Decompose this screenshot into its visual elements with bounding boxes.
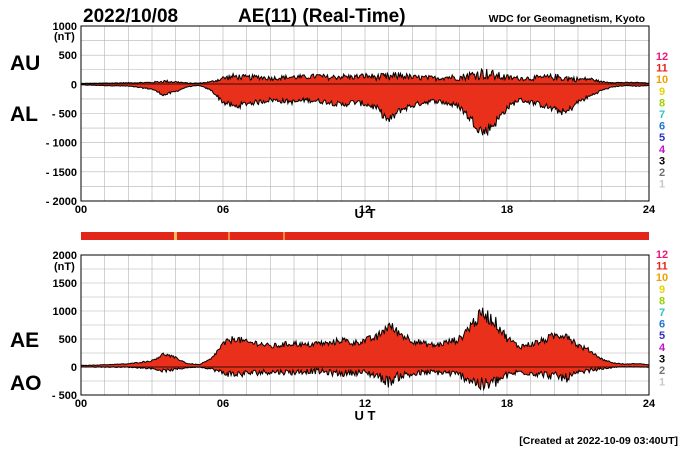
al-label: AL — [10, 103, 38, 126]
created-timestamp: [Created at 2022-10-09 03:40UT] — [519, 435, 678, 447]
chart-date: 2022/10/08 — [83, 6, 178, 27]
au-al-legend-level: 3 — [659, 155, 665, 167]
activity-bar-segment — [174, 232, 177, 240]
ae-label: AE — [10, 329, 39, 352]
au-al-y-tick-label: 1000 — [53, 21, 77, 33]
ae-ao-x-axis-label: U T — [355, 408, 376, 423]
chart-source: WDC for Geomagnetism, Kyoto — [489, 13, 645, 25]
ae-ao-unit-label: (nT) — [54, 261, 75, 273]
au-al-frame — [80, 25, 650, 202]
ae-ao-frame — [80, 254, 650, 396]
au-al-x-tick-label: 12 — [359, 204, 371, 216]
chart-title: AE(11) (Real-Time) — [238, 6, 406, 27]
au-al-x-tick-label: 06 — [217, 204, 229, 216]
au-al-legend-level: 10 — [656, 74, 668, 86]
au-al-legend-level: 1 — [659, 179, 665, 191]
ae-ao-legend-level: 5 — [659, 330, 665, 342]
activity-level-bar — [81, 232, 649, 240]
ae-ao-y-tick-label: 1000 — [53, 306, 77, 318]
ae-ao-legend-level: 10 — [656, 272, 668, 284]
ae-ao-y-tick-label: 0 — [71, 362, 77, 374]
ae-ao-legend-level: 2 — [659, 365, 665, 377]
ao-label: AO — [10, 372, 42, 395]
ae-ao-x-tick-label: 00 — [75, 398, 87, 410]
au-al-legend-level: 8 — [659, 97, 665, 109]
au-al-y-tick-label: - 1000 — [46, 138, 77, 150]
ae-series-line — [80, 307, 650, 367]
ae-ao-legend-level: 8 — [659, 295, 665, 307]
ae-ao-x-tick-label: 12 — [359, 398, 371, 410]
au-al-x-axis-label: U T — [355, 206, 376, 221]
au-al-legend-level: 11 — [656, 63, 668, 75]
activity-bar-base — [81, 232, 649, 240]
ae-ao-legend-level: 4 — [659, 342, 666, 354]
ae-ao-x-tick-label: 18 — [501, 398, 513, 410]
au-label: AU — [10, 52, 40, 75]
ae-ao-x-tick-label: 24 — [643, 398, 656, 410]
au-al-y-tick-label: - 2000 — [46, 196, 77, 208]
ae-ao-panel: 2000 1500 1000 500 0 - 500 00 06 12 18 24 (nT) AE… — [10, 250, 656, 423]
au-al-y-tick-label: - 500 — [52, 109, 77, 121]
ae-ao-legend-level: 7 — [659, 307, 665, 319]
au-al-legend-level: 2 — [659, 167, 665, 179]
ae-ao-legend-level: 1 — [659, 377, 665, 389]
au-al-legend-level: 4 — [659, 144, 666, 156]
au-al-legend-level: 5 — [659, 132, 665, 144]
ae-ao-legend-level: 6 — [659, 319, 665, 331]
au-al-x-tick-label: 00 — [75, 204, 87, 216]
au-al-unit-label: (nT) — [54, 31, 75, 43]
au-al-y-tick-label: 0 — [71, 79, 77, 91]
au-al-legend-level: 9 — [659, 86, 665, 98]
ae-ao-y-tick-label: 2000 — [53, 250, 77, 262]
ae-ao-y-tick-labels: 2000 1500 1000 500 0 - 500 — [52, 250, 77, 402]
ae-ao-x-tick-label: 06 — [217, 398, 229, 410]
au-al-x-tick-labels: 00 06 12 18 24 — [75, 204, 656, 216]
au-al-area — [81, 68, 649, 136]
ae-ao-legend-level: 11 — [656, 261, 668, 273]
ao-series-line — [80, 366, 650, 392]
al-series-line — [80, 84, 650, 137]
au-series-line — [81, 67, 650, 85]
au-al-legend-level: 12 — [656, 51, 668, 63]
ae-ao-x-tick-labels: 00 06 12 18 24 — [75, 398, 656, 410]
activity-bar-segment — [283, 232, 285, 240]
au-al-y-tick-label: - 1500 — [46, 167, 77, 179]
ae-ao-legend-level: 3 — [659, 353, 665, 365]
ae-ao-legend-level: 9 — [659, 284, 665, 296]
au-al-panel: 1000 500 0 - 500 - 1000 - 1500 - 2000 00 06 12 18… — [10, 21, 656, 221]
ae-ao-y-tick-label: - 500 — [52, 390, 77, 402]
au-al-legend-level: 6 — [659, 121, 665, 133]
activity-bar-segment — [228, 232, 230, 240]
au-al-x-tick-label: 18 — [501, 204, 513, 216]
au-al-y-tick-label: 500 — [59, 50, 77, 62]
au-al-y-tick-labels: 1000 500 0 - 500 - 1000 - 1500 - 2000 — [46, 21, 77, 208]
au-al-grid — [81, 26, 649, 201]
ae-ao-area — [81, 307, 649, 390]
au-al-legend-level: 7 — [659, 109, 665, 121]
ae-ao-legend-level: 12 — [656, 249, 668, 261]
ae-ao-y-tick-label: 1500 — [53, 278, 77, 290]
au-al-x-tick-label: 24 — [643, 204, 656, 216]
ae-ao-y-tick-label: 500 — [59, 334, 77, 346]
